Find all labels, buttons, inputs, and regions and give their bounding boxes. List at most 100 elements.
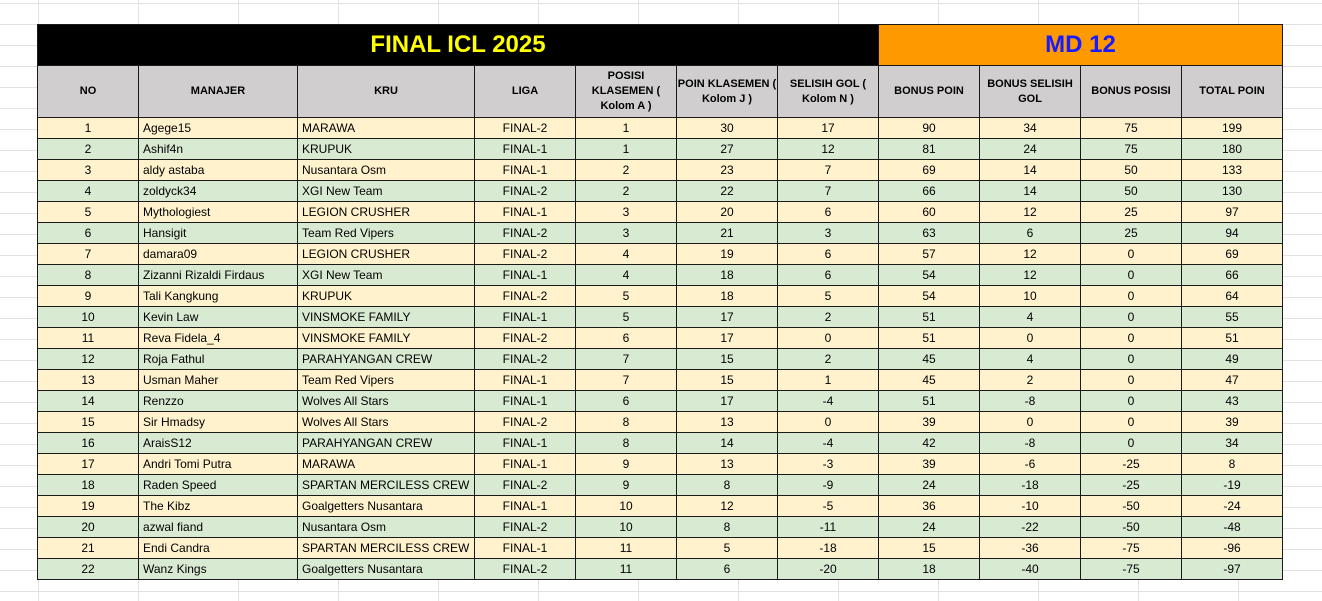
cell-no[interactable]: 14 <box>37 390 139 412</box>
cell-poin-klasemen[interactable]: 6 <box>676 558 778 580</box>
col-header-bonus-poin[interactable]: BONUS POIN <box>878 65 980 118</box>
cell-kru[interactable]: KRUPUK <box>297 285 475 307</box>
cell-posisi-klasemen[interactable]: 2 <box>575 180 677 202</box>
cell-bonus-poin[interactable]: 42 <box>878 432 980 454</box>
cell-manajer[interactable]: Endi Candra <box>138 537 298 559</box>
cell-bonus-poin[interactable]: 54 <box>878 264 980 286</box>
cell-no[interactable]: 17 <box>37 453 139 475</box>
cell-bonus-poin[interactable]: 24 <box>878 516 980 538</box>
cell-posisi-klasemen[interactable]: 7 <box>575 369 677 391</box>
cell-selisih-gol[interactable]: -11 <box>777 516 879 538</box>
cell-manajer[interactable]: Hansigit <box>138 222 298 244</box>
cell-bonus-poin[interactable]: 15 <box>878 537 980 559</box>
cell-selisih-gol[interactable]: -4 <box>777 390 879 412</box>
cell-selisih-gol[interactable]: 0 <box>777 327 879 349</box>
col-header-manajer[interactable]: MANAJER <box>138 65 298 118</box>
cell-selisih-gol[interactable]: 3 <box>777 222 879 244</box>
cell-liga[interactable]: FINAL-1 <box>474 390 576 412</box>
cell-no[interactable]: 16 <box>37 432 139 454</box>
cell-bonus-poin[interactable]: 18 <box>878 558 980 580</box>
cell-poin-klasemen[interactable]: 15 <box>676 348 778 370</box>
cell-poin-klasemen[interactable]: 15 <box>676 369 778 391</box>
cell-bonus-posisi[interactable]: 0 <box>1080 369 1182 391</box>
cell-liga[interactable]: FINAL-1 <box>474 453 576 475</box>
cell-poin-klasemen[interactable]: 19 <box>676 243 778 265</box>
cell-poin-klasemen[interactable]: 18 <box>676 264 778 286</box>
cell-bonus-posisi[interactable]: 50 <box>1080 159 1182 181</box>
cell-selisih-gol[interactable]: 2 <box>777 348 879 370</box>
cell-no[interactable]: 13 <box>37 369 139 391</box>
cell-kru[interactable]: Wolves All Stars <box>297 390 475 412</box>
cell-bonus-selisih-gol[interactable]: 34 <box>979 117 1081 139</box>
cell-poin-klasemen[interactable]: 17 <box>676 327 778 349</box>
cell-bonus-poin[interactable]: 60 <box>878 201 980 223</box>
cell-kru[interactable]: Nusantara Osm <box>297 159 475 181</box>
cell-total-poin[interactable]: 49 <box>1181 348 1283 370</box>
cell-poin-klasemen[interactable]: 13 <box>676 411 778 433</box>
cell-total-poin[interactable]: 133 <box>1181 159 1283 181</box>
cell-bonus-posisi[interactable]: -50 <box>1080 495 1182 517</box>
cell-kru[interactable]: PARAHYANGAN CREW <box>297 348 475 370</box>
cell-kru[interactable]: XGI New Team <box>297 180 475 202</box>
cell-bonus-selisih-gol[interactable]: 14 <box>979 159 1081 181</box>
cell-selisih-gol[interactable]: 2 <box>777 306 879 328</box>
cell-poin-klasemen[interactable]: 13 <box>676 453 778 475</box>
cell-bonus-selisih-gol[interactable]: -6 <box>979 453 1081 475</box>
cell-posisi-klasemen[interactable]: 3 <box>575 222 677 244</box>
cell-bonus-posisi[interactable]: 0 <box>1080 306 1182 328</box>
cell-liga[interactable]: FINAL-2 <box>474 558 576 580</box>
cell-no[interactable]: 3 <box>37 159 139 181</box>
cell-no[interactable]: 21 <box>37 537 139 559</box>
cell-selisih-gol[interactable]: 6 <box>777 243 879 265</box>
cell-selisih-gol[interactable]: -5 <box>777 495 879 517</box>
cell-manajer[interactable]: zoldyck34 <box>138 180 298 202</box>
cell-bonus-selisih-gol[interactable]: 4 <box>979 306 1081 328</box>
cell-poin-klasemen[interactable]: 17 <box>676 306 778 328</box>
col-header-poin-klasemen[interactable]: POIN KLASEMEN ( Kolom J ) <box>676 65 778 118</box>
cell-no[interactable]: 22 <box>37 558 139 580</box>
cell-bonus-posisi[interactable]: 75 <box>1080 138 1182 160</box>
cell-total-poin[interactable]: 180 <box>1181 138 1283 160</box>
cell-no[interactable]: 6 <box>37 222 139 244</box>
cell-selisih-gol[interactable]: -20 <box>777 558 879 580</box>
cell-selisih-gol[interactable]: 7 <box>777 159 879 181</box>
cell-total-poin[interactable]: 97 <box>1181 201 1283 223</box>
cell-total-poin[interactable]: 34 <box>1181 432 1283 454</box>
cell-bonus-posisi[interactable]: 75 <box>1080 117 1182 139</box>
cell-poin-klasemen[interactable]: 14 <box>676 432 778 454</box>
cell-kru[interactable]: Goalgetters Nusantara <box>297 558 475 580</box>
cell-kru[interactable]: XGI New Team <box>297 264 475 286</box>
cell-posisi-klasemen[interactable]: 4 <box>575 264 677 286</box>
cell-bonus-posisi[interactable]: 0 <box>1080 285 1182 307</box>
cell-bonus-selisih-gol[interactable]: -40 <box>979 558 1081 580</box>
cell-manajer[interactable]: Agege15 <box>138 117 298 139</box>
col-header-kru[interactable]: KRU <box>297 65 475 118</box>
cell-bonus-posisi[interactable]: 0 <box>1080 432 1182 454</box>
cell-bonus-poin[interactable]: 45 <box>878 348 980 370</box>
cell-liga[interactable]: FINAL-2 <box>474 474 576 496</box>
cell-kru[interactable]: Nusantara Osm <box>297 516 475 538</box>
cell-no[interactable]: 1 <box>37 117 139 139</box>
cell-poin-klasemen[interactable]: 30 <box>676 117 778 139</box>
cell-bonus-selisih-gol[interactable]: 0 <box>979 411 1081 433</box>
cell-bonus-poin[interactable]: 66 <box>878 180 980 202</box>
cell-bonus-poin[interactable]: 24 <box>878 474 980 496</box>
cell-manajer[interactable]: Usman Maher <box>138 369 298 391</box>
cell-bonus-posisi[interactable]: -25 <box>1080 453 1182 475</box>
cell-selisih-gol[interactable]: 17 <box>777 117 879 139</box>
cell-kru[interactable]: Wolves All Stars <box>297 411 475 433</box>
cell-bonus-selisih-gol[interactable]: -8 <box>979 390 1081 412</box>
col-header-total-poin[interactable]: TOTAL POIN <box>1181 65 1283 118</box>
cell-manajer[interactable]: The Kibz <box>138 495 298 517</box>
cell-posisi-klasemen[interactable]: 8 <box>575 432 677 454</box>
cell-bonus-poin[interactable]: 45 <box>878 369 980 391</box>
cell-posisi-klasemen[interactable]: 3 <box>575 201 677 223</box>
cell-selisih-gol[interactable]: 12 <box>777 138 879 160</box>
cell-posisi-klasemen[interactable]: 7 <box>575 348 677 370</box>
cell-total-poin[interactable]: -48 <box>1181 516 1283 538</box>
matchday-title[interactable]: MD 12 <box>878 24 1283 66</box>
cell-bonus-selisih-gol[interactable]: -8 <box>979 432 1081 454</box>
cell-kru[interactable]: LEGION CRUSHER <box>297 243 475 265</box>
cell-manajer[interactable]: Roja Fathul <box>138 348 298 370</box>
cell-liga[interactable]: FINAL-1 <box>474 369 576 391</box>
